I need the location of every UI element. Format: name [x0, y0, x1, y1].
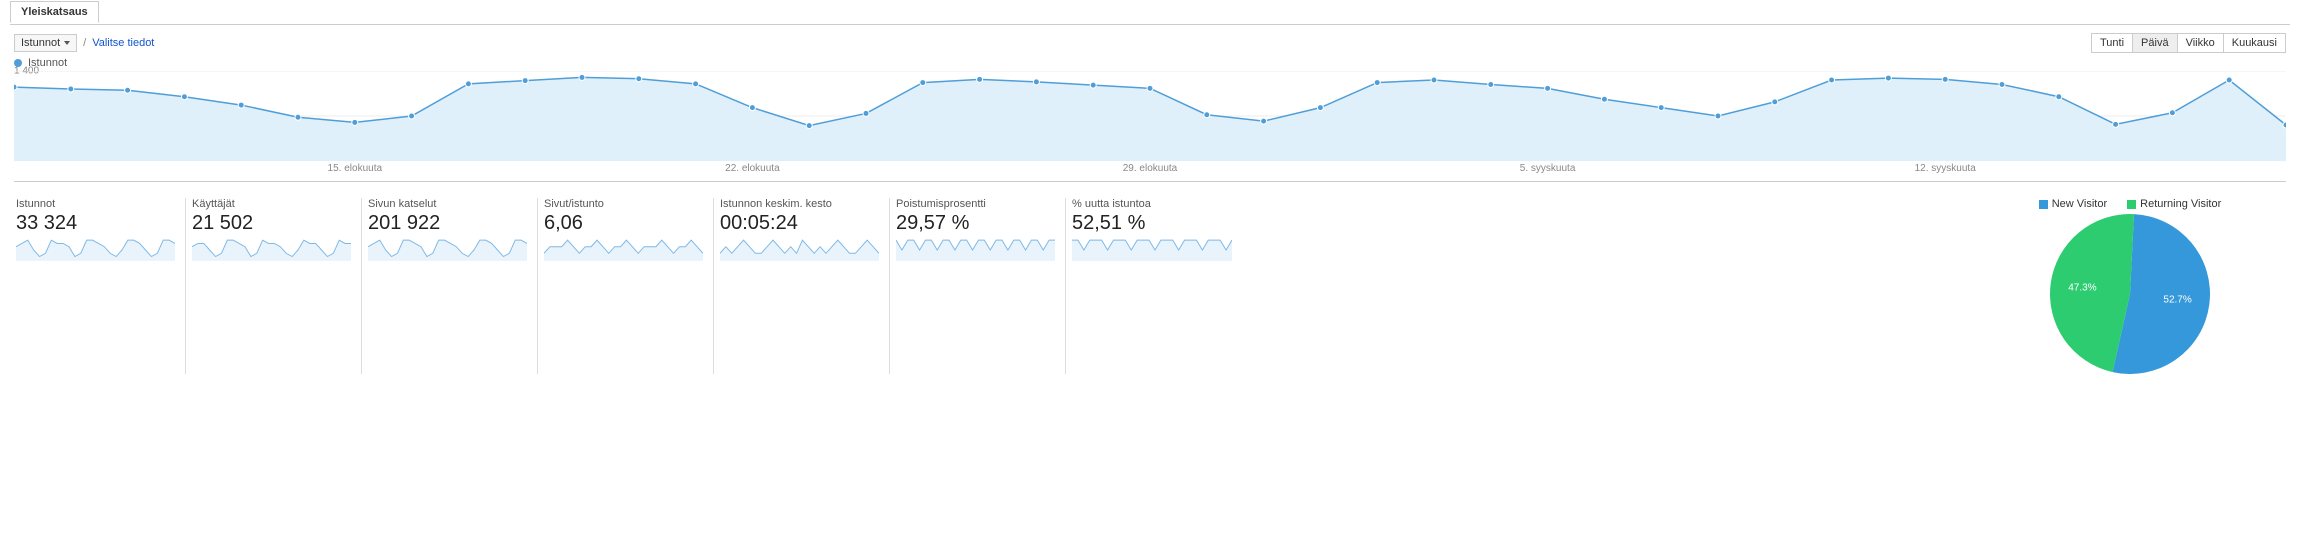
metric-sparkline	[368, 239, 527, 261]
metric-label: Poistumisprosentti	[896, 198, 1055, 210]
metric-label: Käyttäjät	[192, 198, 351, 210]
metric-value: 6,06	[544, 212, 703, 235]
metric-dropdown[interactable]: Istunnot	[14, 34, 77, 52]
metric-sparkline	[720, 239, 879, 261]
x-tick-label: 15. elokuuta	[328, 163, 383, 174]
metric-card[interactable]: Poistumisprosentti 29,57 %	[890, 198, 1066, 374]
time-button-viikko[interactable]: Viikko	[2177, 33, 2224, 53]
legend-swatch-icon	[2127, 200, 2136, 209]
metric-sparkline	[192, 239, 351, 261]
separator: /	[83, 37, 86, 49]
metric-card[interactable]: Sivut/istunto 6,06	[538, 198, 714, 374]
metric-sparkline	[544, 239, 703, 261]
metric-card[interactable]: % uutta istuntoa 52,51 %	[1066, 198, 1242, 374]
metric-sparkline	[16, 239, 175, 261]
metric-value: 00:05:24	[720, 212, 879, 235]
metric-sparkline	[1072, 239, 1232, 261]
metric-sparkline	[896, 239, 1055, 261]
x-tick-label: 22. elokuuta	[725, 163, 780, 174]
time-button-päivä[interactable]: Päivä	[2132, 33, 2178, 53]
metric-dropdown-label: Istunnot	[21, 37, 60, 49]
metrics-row: Istunnot 33 324 Käyttäjät 21 502 Sivun katse…	[10, 198, 1970, 374]
pie-slice-label: 47.3%	[2068, 282, 2096, 293]
chevron-down-icon	[64, 41, 70, 45]
metric-card[interactable]: Käyttäjät 21 502	[186, 198, 362, 374]
sessions-chart: 1 400700 15. elokuuta22. elokuuta29. elo…	[14, 71, 2286, 181]
metric-card[interactable]: Istunnon keskim. kesto 00:05:24	[714, 198, 890, 374]
metric-value: 33 324	[16, 212, 175, 235]
x-tick-label: 29. elokuuta	[1123, 163, 1178, 174]
pie-legend-item: Returning Visitor	[2127, 198, 2221, 210]
pie-slice-label: 52.7%	[2163, 295, 2191, 306]
pie-legend-item: New Visitor	[2039, 198, 2107, 210]
x-tick-label: 12. syyskuuta	[1915, 163, 1976, 174]
time-granularity-group: TuntiPäiväViikkoKuukausi	[2092, 33, 2286, 53]
metric-label: Istunnon keskim. kesto	[720, 198, 879, 210]
metric-label: % uutta istuntoa	[1072, 198, 1232, 210]
legend-swatch-icon	[2039, 200, 2048, 209]
metric-value: 29,57 %	[896, 212, 1055, 235]
metric-label: Istunnot	[16, 198, 175, 210]
tab-overview[interactable]: Yleiskatsaus	[10, 1, 99, 23]
metric-card[interactable]: Sivun katselut 201 922	[362, 198, 538, 374]
metric-value: 52,51 %	[1072, 212, 1232, 235]
tab-bar: Yleiskatsaus	[10, 0, 2290, 25]
x-tick-label: 5. syyskuuta	[1520, 163, 1576, 174]
time-button-kuukausi[interactable]: Kuukausi	[2223, 33, 2286, 53]
metric-label: Sivun katselut	[368, 198, 527, 210]
select-data-link[interactable]: Valitse tiedot	[92, 37, 154, 49]
metric-value: 201 922	[368, 212, 527, 235]
metric-card[interactable]: Istunnot 33 324	[10, 198, 186, 374]
time-button-tunti[interactable]: Tunti	[2091, 33, 2133, 53]
visitor-pie-panel: New Visitor Returning Visitor 52.7% 47.3%	[1970, 198, 2290, 374]
metric-label: Sivut/istunto	[544, 198, 703, 210]
metric-value: 21 502	[192, 212, 351, 235]
